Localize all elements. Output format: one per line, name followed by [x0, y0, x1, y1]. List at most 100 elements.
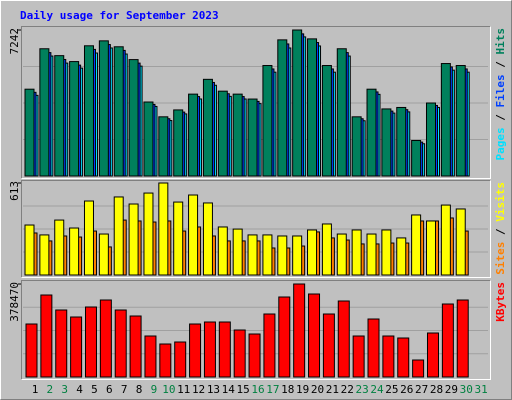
bar — [40, 294, 53, 378]
legend: Sites / Visits — [494, 182, 507, 275]
bar — [99, 299, 112, 378]
bar — [202, 78, 213, 177]
x-tick-label: 23 — [356, 383, 369, 396]
bar — [277, 235, 288, 276]
bar — [143, 192, 154, 276]
bar — [396, 237, 407, 276]
panel-bevel-light — [21, 280, 491, 380]
bar — [232, 93, 243, 177]
bar — [24, 88, 35, 177]
bar — [277, 39, 288, 177]
bar — [83, 200, 94, 276]
bar — [203, 321, 216, 378]
x-tick-label: 10 — [162, 383, 175, 396]
x-tick-label: 27 — [415, 383, 428, 396]
bar — [412, 359, 425, 378]
bar — [322, 313, 335, 378]
bar — [158, 116, 169, 177]
bar — [25, 323, 38, 378]
x-tick-label: 24 — [370, 383, 384, 396]
x-tick-label: 16 — [251, 383, 264, 396]
bar — [351, 116, 362, 177]
bar — [321, 65, 332, 177]
x-tick-label: 9 — [151, 383, 158, 396]
x-tick-label: 6 — [106, 383, 113, 396]
bar — [351, 229, 362, 276]
legend-entry: Sites — [494, 242, 507, 275]
bar — [174, 341, 187, 378]
bar — [425, 102, 436, 177]
x-tick-label: 15 — [237, 383, 250, 396]
bar — [159, 343, 172, 378]
bar — [262, 234, 273, 276]
legend-separator: / — [494, 55, 507, 75]
bar — [455, 65, 466, 177]
bar — [366, 88, 377, 177]
x-tick-label: 21 — [326, 383, 339, 396]
legend: KBytes — [494, 282, 507, 322]
bar — [411, 214, 422, 276]
x-tick-label: 5 — [91, 383, 98, 396]
bar — [173, 109, 184, 177]
x-tick-label: 17 — [266, 383, 279, 396]
x-tick-label: 3 — [61, 383, 68, 396]
bar — [113, 46, 124, 177]
x-tick-label: 2 — [47, 383, 54, 396]
x-tick-label: 30 — [460, 383, 473, 396]
bar — [440, 63, 451, 177]
bar — [98, 40, 109, 177]
bar — [247, 234, 258, 276]
panel-bevel-dark — [21, 180, 491, 278]
bar — [69, 61, 80, 177]
bar — [293, 283, 306, 378]
bar — [308, 293, 321, 378]
legend-entry: Visits — [494, 182, 507, 222]
x-tick-label: 22 — [341, 383, 354, 396]
bar — [232, 228, 243, 276]
bar — [39, 234, 50, 276]
bar — [128, 59, 139, 177]
bar — [411, 139, 422, 177]
panel-bevel-dark — [21, 26, 491, 179]
legend: Pages / Files / Hits — [494, 28, 507, 161]
bar — [114, 309, 127, 378]
bar — [113, 196, 124, 276]
bar — [248, 333, 261, 378]
x-tick-label: 14 — [222, 383, 236, 396]
bar — [337, 300, 350, 378]
panel-bevel-light — [21, 180, 491, 278]
bar — [129, 315, 142, 378]
x-tick-label: 19 — [296, 383, 309, 396]
bar — [425, 220, 436, 276]
bar — [69, 227, 80, 276]
x-tick-label: 1 — [32, 383, 39, 396]
bar — [54, 55, 65, 177]
bar — [39, 48, 50, 177]
bar — [440, 204, 451, 276]
bar — [158, 182, 169, 276]
bar — [143, 101, 154, 177]
legend-entry: Pages — [494, 127, 507, 160]
bar — [218, 321, 231, 378]
bar — [307, 229, 318, 276]
bar — [54, 219, 65, 276]
legend-entry: Files — [494, 74, 507, 107]
bar — [292, 29, 303, 177]
y-max-label: 7242 — [8, 28, 21, 55]
bar — [307, 38, 318, 177]
x-tick-label: 8 — [136, 383, 143, 396]
bar — [202, 202, 213, 276]
bar — [441, 303, 454, 378]
bar — [144, 335, 157, 378]
legend-entry: Hits — [494, 28, 507, 55]
x-tick-label: 11 — [177, 383, 190, 396]
bar — [188, 93, 199, 177]
panel-bevel-light — [21, 26, 491, 179]
x-tick-label: 28 — [430, 383, 443, 396]
legend-separator: / — [494, 222, 507, 242]
chart-title: Daily usage for September 2023 — [20, 9, 219, 22]
bar — [217, 226, 228, 276]
bar — [352, 335, 365, 378]
